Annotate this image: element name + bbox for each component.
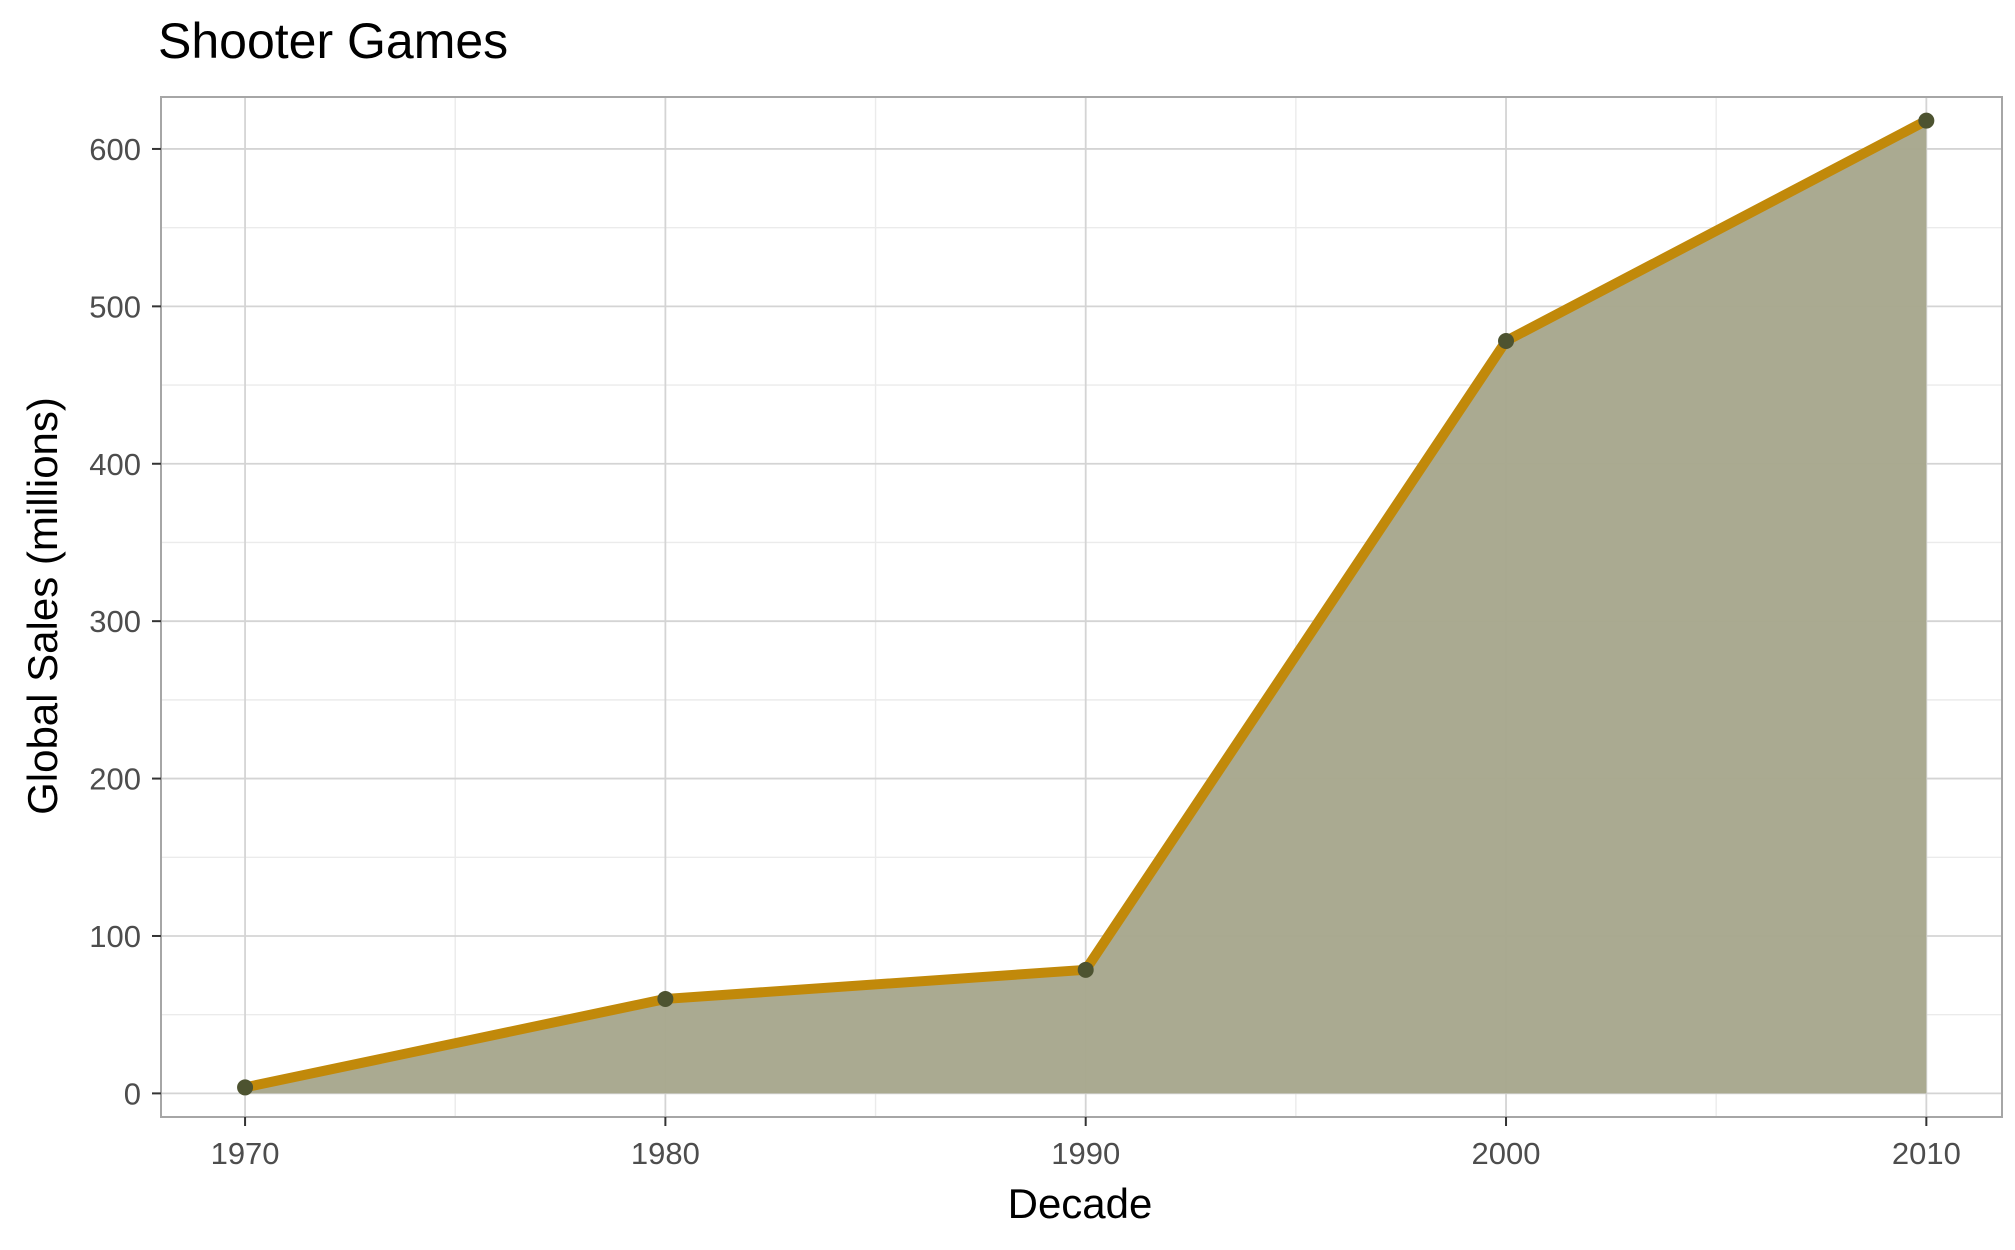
x-tick-label: 1990	[1051, 1136, 1120, 1171]
x-axis-ticks: 1970 1980 1990 2000 2010	[211, 1117, 1961, 1171]
x-axis-title: Decade	[1008, 1180, 1153, 1227]
area-fill	[245, 120, 1927, 1094]
data-point	[657, 990, 674, 1007]
y-tick-label: 600	[89, 132, 141, 167]
y-axis-ticks: 0 100 200 300 400 500 600	[89, 132, 161, 1111]
y-tick-label: 300	[89, 604, 141, 639]
y-tick-label: 200	[89, 762, 141, 797]
chart-title: Shooter Games	[158, 13, 508, 69]
panel-border	[160, 96, 2003, 1118]
y-axis-title: Global Sales (millions)	[19, 397, 66, 815]
data-point	[1918, 112, 1935, 129]
data-point	[237, 1079, 254, 1096]
data-points	[237, 112, 1935, 1096]
y-tick-label: 400	[89, 447, 141, 482]
x-tick-label: 1980	[631, 1136, 700, 1171]
x-tick-label: 1970	[211, 1136, 280, 1171]
x-tick-label: 2000	[1472, 1136, 1541, 1171]
y-tick-label: 500	[89, 289, 141, 324]
x-tick-label: 2010	[1892, 1136, 1961, 1171]
y-tick-label: 100	[89, 919, 141, 954]
data-point	[1077, 961, 1094, 978]
y-tick-label: 0	[124, 1076, 141, 1111]
data-point	[1498, 332, 1515, 349]
